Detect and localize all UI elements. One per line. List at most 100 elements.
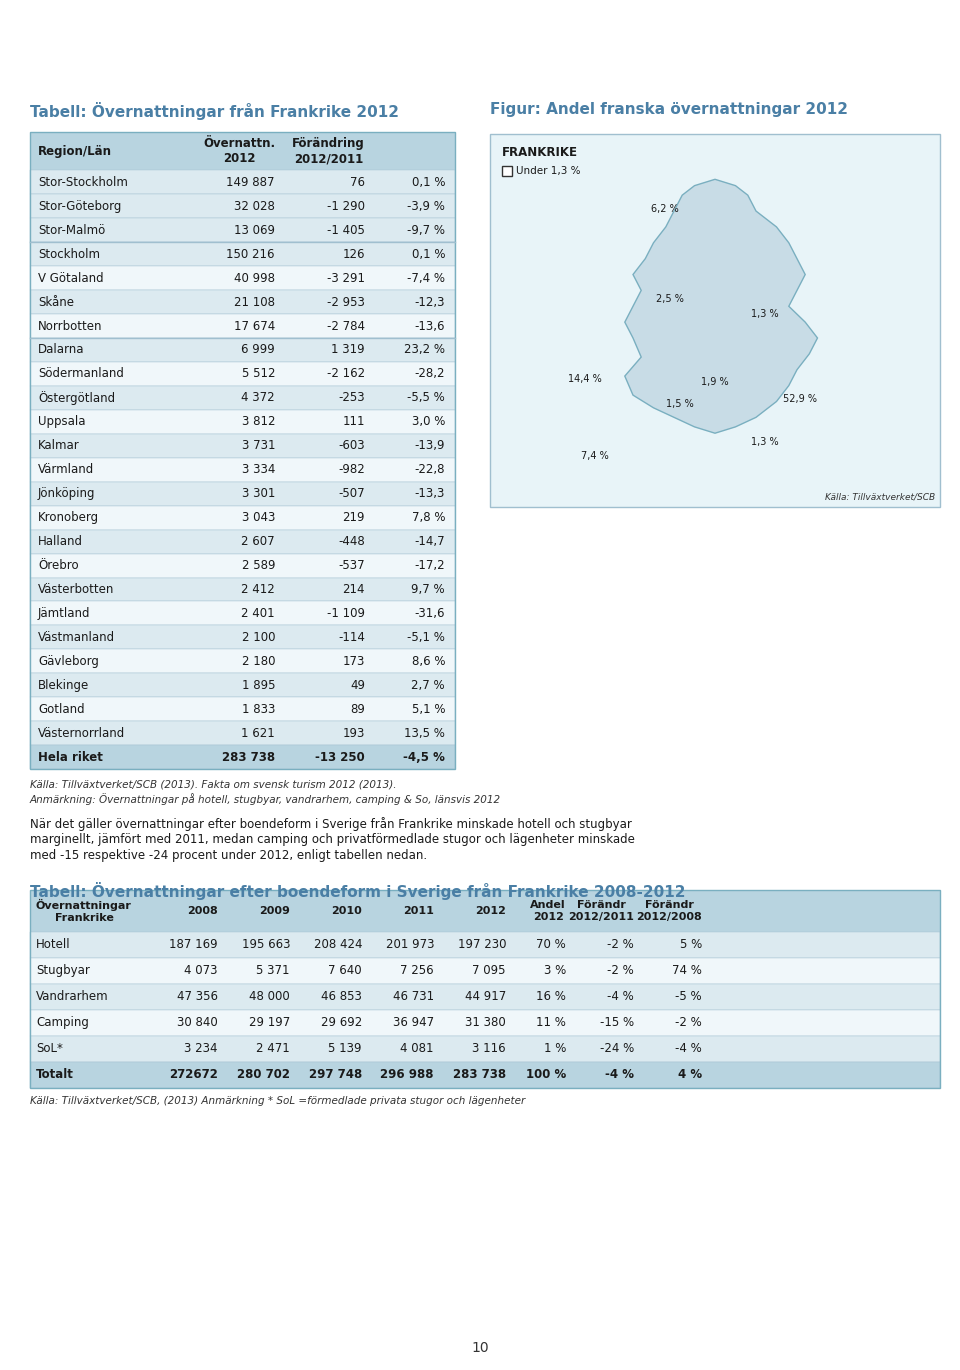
Text: Västernorrland: Västernorrland	[38, 726, 125, 740]
FancyBboxPatch shape	[30, 410, 455, 434]
Text: 2 607: 2 607	[241, 536, 275, 548]
Text: 46 853: 46 853	[322, 991, 362, 1003]
Text: Dalarna: Dalarna	[38, 344, 84, 356]
Text: Tabell: Övernattningar efter boendeform i Sverige från Frankrike 2008-2012: Tabell: Övernattningar efter boendeform …	[30, 882, 685, 900]
Text: 46 731: 46 731	[393, 991, 434, 1003]
Text: -2 %: -2 %	[608, 938, 634, 951]
Text: När det gäller övernattningar efter boendeform i Sverige från Frankrike minskade: När det gäller övernattningar efter boen…	[30, 817, 632, 832]
FancyBboxPatch shape	[30, 266, 455, 290]
FancyBboxPatch shape	[30, 745, 455, 769]
Text: 208 424: 208 424	[314, 938, 362, 951]
Text: Uppsala: Uppsala	[38, 415, 85, 429]
Text: 201 973: 201 973	[386, 938, 434, 951]
Text: 2,7 %: 2,7 %	[412, 678, 445, 692]
Text: 30 840: 30 840	[178, 1017, 218, 1029]
Text: 70 %: 70 %	[537, 938, 566, 951]
Text: 283 738: 283 738	[453, 1069, 506, 1081]
Text: 2 180: 2 180	[242, 655, 275, 667]
Text: 2 401: 2 401	[241, 607, 275, 621]
Text: Skåne: Skåne	[38, 296, 74, 308]
Text: 3 731: 3 731	[242, 440, 275, 452]
Text: 197 230: 197 230	[458, 938, 506, 951]
Text: -603: -603	[338, 440, 365, 452]
Text: -2 784: -2 784	[327, 319, 365, 333]
Text: Region/Län: Region/Län	[38, 145, 112, 158]
FancyBboxPatch shape	[30, 578, 455, 601]
Text: 3 234: 3 234	[184, 1043, 218, 1055]
FancyBboxPatch shape	[30, 338, 455, 362]
Text: -7,4 %: -7,4 %	[407, 271, 445, 285]
Text: 5 512: 5 512	[242, 367, 275, 381]
Text: -3 291: -3 291	[327, 271, 365, 285]
Text: 3 043: 3 043	[242, 511, 275, 525]
Text: 47 356: 47 356	[177, 991, 218, 1003]
Text: -1 405: -1 405	[327, 223, 365, 237]
Text: 7 095: 7 095	[472, 964, 506, 977]
Text: Övernattningar
Frankrike: Övernattningar Frankrike	[36, 899, 132, 923]
Text: Stockholm: Stockholm	[38, 248, 100, 260]
Text: 0,1 %: 0,1 %	[412, 175, 445, 189]
Polygon shape	[625, 179, 818, 433]
Text: -9,7 %: -9,7 %	[407, 223, 445, 237]
Text: -2 %: -2 %	[608, 964, 634, 977]
Text: 1 621: 1 621	[241, 726, 275, 740]
Text: 126: 126	[343, 248, 365, 260]
Text: 13 069: 13 069	[234, 223, 275, 237]
Text: 214: 214	[343, 584, 365, 596]
Text: -13,3: -13,3	[415, 488, 445, 500]
Text: Gotland: Gotland	[38, 703, 84, 715]
Text: -5,5 %: -5,5 %	[407, 392, 445, 404]
Text: -31,6: -31,6	[415, 607, 445, 621]
Text: 2 589: 2 589	[242, 559, 275, 573]
FancyBboxPatch shape	[490, 134, 940, 507]
Text: -28,2: -28,2	[415, 367, 445, 381]
Text: FRANKRIKE: FRANKRIKE	[502, 147, 578, 159]
Text: 1,3 %: 1,3 %	[751, 437, 779, 447]
Text: 2012: 2012	[475, 906, 506, 917]
FancyBboxPatch shape	[30, 530, 455, 553]
Text: 2011: 2011	[403, 906, 434, 917]
Text: 3 334: 3 334	[242, 463, 275, 477]
Text: Källa: Tillväxtverket/SCB, (2013) Anmärkning * SoL =förmedlade privata stugor oc: Källa: Tillväxtverket/SCB, (2013) Anmärk…	[30, 1096, 525, 1106]
Text: Jämtland: Jämtland	[38, 607, 90, 621]
Text: Hela riket: Hela riket	[38, 751, 103, 763]
Text: 2 471: 2 471	[256, 1043, 290, 1055]
Text: 2008: 2008	[187, 906, 218, 917]
Text: 3 %: 3 %	[543, 964, 566, 977]
Text: 16 %: 16 %	[536, 991, 566, 1003]
Text: 40 998: 40 998	[234, 271, 275, 285]
Text: Östergötland: Östergötland	[38, 390, 115, 406]
FancyBboxPatch shape	[30, 482, 455, 506]
Text: -2 953: -2 953	[327, 296, 365, 308]
Text: 1,3 %: 1,3 %	[751, 310, 779, 319]
Text: 29 692: 29 692	[321, 1017, 362, 1029]
Text: 100 %: 100 %	[526, 1069, 566, 1081]
Text: -537: -537	[338, 559, 365, 573]
Text: Anmärkning: Övernattningar på hotell, stugbyar, vandrarhem, camping & So, länsvi: Anmärkning: Övernattningar på hotell, st…	[30, 793, 501, 806]
Text: 1,9 %: 1,9 %	[701, 377, 729, 386]
Text: Vandrarhem: Vandrarhem	[36, 991, 108, 1003]
Text: 13,5 %: 13,5 %	[404, 726, 445, 740]
Text: 7,4 %: 7,4 %	[581, 451, 609, 460]
Text: Camping: Camping	[36, 1017, 89, 1029]
Text: 89: 89	[350, 703, 365, 715]
Text: 3 812: 3 812	[242, 415, 275, 429]
Text: 7 256: 7 256	[400, 964, 434, 977]
Text: Källa: Tillväxtverket/SCB: Källa: Tillväxtverket/SCB	[825, 493, 935, 501]
FancyBboxPatch shape	[30, 601, 455, 626]
Text: Stor-Stockholm: Stor-Stockholm	[38, 175, 128, 189]
FancyBboxPatch shape	[30, 195, 455, 218]
Text: 5 %: 5 %	[680, 938, 702, 951]
Text: -114: -114	[338, 632, 365, 644]
Text: 1 %: 1 %	[543, 1043, 566, 1055]
Text: med -15 respektive -24 procent under 2012, enligt tabellen nedan.: med -15 respektive -24 procent under 201…	[30, 849, 427, 862]
Text: Förändr
2012/2011: Förändr 2012/2011	[568, 900, 634, 922]
Text: 1,5 %: 1,5 %	[666, 399, 694, 408]
Text: Blekinge: Blekinge	[38, 678, 89, 692]
FancyBboxPatch shape	[30, 218, 455, 242]
Text: 44 917: 44 917	[465, 991, 506, 1003]
Text: -5,1 %: -5,1 %	[407, 632, 445, 644]
Text: 5,1 %: 5,1 %	[412, 703, 445, 715]
Text: -1 109: -1 109	[327, 607, 365, 621]
Text: 283 738: 283 738	[222, 751, 275, 763]
